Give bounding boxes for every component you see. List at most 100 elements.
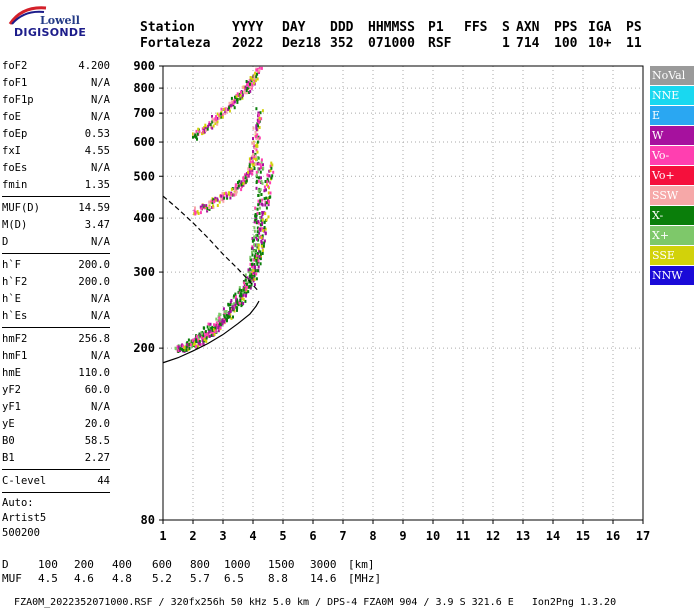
echo-point <box>233 100 236 104</box>
echo-point <box>223 317 226 321</box>
y-tick-label: 900 <box>133 59 155 73</box>
echo-point <box>251 83 254 87</box>
echo-point <box>266 173 269 177</box>
echo-point <box>204 123 207 127</box>
echo-point <box>249 160 252 164</box>
echo-point <box>259 111 262 115</box>
legend-item-x-: X- <box>650 206 694 225</box>
echo-point <box>259 216 262 219</box>
echo-point <box>259 199 262 203</box>
echo-point <box>256 251 259 255</box>
echo-point <box>236 308 238 312</box>
echo-point <box>257 67 259 71</box>
echo-point <box>255 148 258 152</box>
echo-point <box>256 237 258 241</box>
echo-point <box>199 343 202 346</box>
echo-point <box>256 77 259 81</box>
echo-point <box>216 198 219 202</box>
echo-point <box>244 173 246 177</box>
echo-point <box>242 90 245 94</box>
echo-point <box>264 203 267 207</box>
param-value: 1.35 <box>84 179 110 191</box>
echo-point <box>236 92 239 96</box>
echo-point <box>225 313 228 317</box>
echo-point <box>254 218 257 222</box>
echo-point <box>226 192 229 196</box>
param-value: 20.0 <box>84 418 110 430</box>
echo-point <box>188 343 191 346</box>
auto-line: 500200 <box>2 527 40 539</box>
echo-point <box>207 322 210 326</box>
echo-point <box>256 211 259 215</box>
echo-point <box>267 197 270 201</box>
echo-point <box>256 140 259 144</box>
echo-point <box>234 190 236 194</box>
echo-point <box>204 206 206 210</box>
echo-point <box>226 314 229 318</box>
echo-point <box>268 196 271 199</box>
echo-point <box>267 215 270 219</box>
echo-point <box>192 132 194 136</box>
param-name: foEp <box>2 128 28 140</box>
echo-point <box>208 206 211 210</box>
param-value: N/A <box>91 401 110 413</box>
echo-point <box>216 112 219 116</box>
param-name: h`Es <box>2 310 28 322</box>
echo-point <box>227 191 230 195</box>
param-row: h`Es N/A <box>2 308 110 325</box>
y-tick-label: 700 <box>133 106 155 120</box>
echo-point <box>210 326 213 330</box>
echo-point <box>254 206 257 210</box>
echo-point <box>246 86 249 90</box>
echo-point <box>251 262 253 266</box>
echo-point <box>257 238 260 242</box>
echo-point <box>262 244 265 248</box>
param-name: h`E <box>2 293 21 305</box>
echo-point <box>259 163 262 167</box>
echo-point <box>257 259 260 263</box>
echo-point <box>233 106 236 110</box>
echo-point <box>219 326 222 330</box>
echo-point <box>254 255 257 259</box>
echo-point <box>207 124 210 128</box>
echo-point <box>249 89 252 93</box>
echo-point <box>185 345 188 349</box>
echo-point <box>255 234 257 237</box>
echo-point <box>257 194 260 197</box>
header-row2-cell: Dez18 <box>282 36 322 51</box>
echo-point <box>212 124 215 128</box>
header-row2-cell: 2022 <box>232 36 264 51</box>
echo-point <box>175 347 177 351</box>
x-tick-label: 3 <box>219 529 226 543</box>
echo-point <box>269 169 272 173</box>
echo-point <box>249 271 251 275</box>
echo-point <box>243 87 246 91</box>
echo-point <box>241 290 244 294</box>
echo-point <box>260 236 263 240</box>
param-value: N/A <box>91 310 110 322</box>
echo-point <box>246 285 249 289</box>
param-value: N/A <box>91 350 110 362</box>
echo-point <box>205 333 208 337</box>
x-tick-label: 13 <box>516 529 530 543</box>
echo-point <box>209 123 212 127</box>
echo-point <box>257 247 260 251</box>
echo-point <box>214 330 217 334</box>
echo-point <box>252 277 255 281</box>
echo-point <box>257 179 260 183</box>
echo-point <box>250 282 253 286</box>
echo-point <box>257 70 260 74</box>
header-row2-cell: 714 <box>516 36 540 51</box>
echo-point <box>215 198 218 202</box>
echo-point <box>244 278 247 282</box>
echo-point <box>234 186 237 190</box>
echo-point <box>212 119 215 123</box>
echo-point <box>257 220 260 224</box>
echo-point <box>270 161 273 165</box>
param-value: 200.0 <box>78 276 110 288</box>
echo-point <box>261 213 264 216</box>
echo-point <box>254 154 257 158</box>
echo-point <box>216 204 219 207</box>
echo-point <box>258 113 261 117</box>
echo-point <box>230 193 233 196</box>
